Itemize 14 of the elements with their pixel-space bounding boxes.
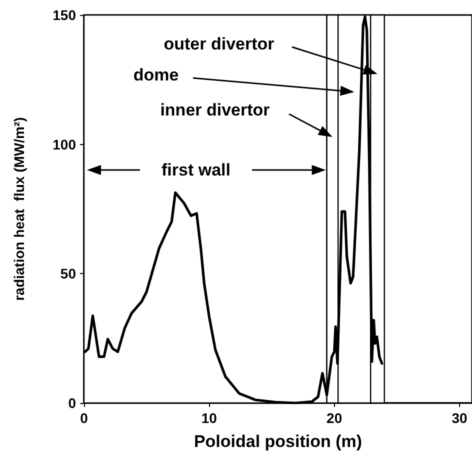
x-tick-label: 20 xyxy=(326,410,342,426)
y-tick-label: 150 xyxy=(52,7,76,23)
x-tick-label: 10 xyxy=(201,410,218,426)
x-tick-label: 0 xyxy=(80,410,88,426)
y-tick-label: 50 xyxy=(60,266,76,282)
band-label: dome xyxy=(133,66,179,84)
band-label: outer divertor xyxy=(164,34,275,54)
band-label: first wall xyxy=(162,160,230,180)
band-label: inner divertor xyxy=(160,100,270,120)
y-axis-title: radiation heat flux (MW/m²) xyxy=(11,117,27,301)
y-tick-label: 100 xyxy=(52,136,76,152)
x-tick-label: 30 xyxy=(452,410,468,426)
x-axis-title: Poloidal position (m) xyxy=(194,432,362,451)
y-tick-label: 0 xyxy=(68,395,76,411)
